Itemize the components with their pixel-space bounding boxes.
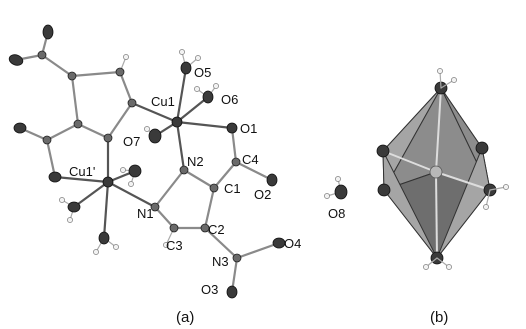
panel-b-octahedron: (b) bbox=[376, 68, 509, 326]
atom-labels: Cu1 Cu1' O1 O2 O4 O3 O5 O6 O7 O8 N1 N2 N… bbox=[69, 65, 345, 297]
label-o3: O3 bbox=[201, 282, 218, 297]
atom-ellipsoids bbox=[8, 24, 348, 299]
label-c3: C3 bbox=[166, 238, 183, 253]
label-o5: O5 bbox=[194, 65, 211, 80]
label-n1: N1 bbox=[137, 206, 154, 221]
panel-a-structure: Cu1 Cu1' O1 O2 O4 O3 O5 O6 O7 O8 N1 N2 N… bbox=[8, 24, 348, 326]
label-c2: C2 bbox=[208, 222, 225, 237]
bond-network bbox=[14, 30, 342, 294]
label-c1: C1 bbox=[224, 181, 241, 196]
label-o2: O2 bbox=[254, 187, 271, 202]
label-o4: O4 bbox=[284, 236, 301, 251]
label-n2: N2 bbox=[187, 154, 204, 169]
label-o7: O7 bbox=[123, 134, 140, 149]
label-c4: C4 bbox=[242, 152, 259, 167]
label-cu1: Cu1 bbox=[151, 94, 175, 109]
label-cu1-prime: Cu1' bbox=[69, 164, 95, 179]
label-o8: O8 bbox=[328, 206, 345, 221]
label-o6: O6 bbox=[221, 92, 238, 107]
caption-b: (b) bbox=[430, 309, 448, 326]
label-n3: N3 bbox=[212, 254, 229, 269]
label-o1: O1 bbox=[240, 121, 257, 136]
caption-a: (a) bbox=[176, 309, 194, 326]
